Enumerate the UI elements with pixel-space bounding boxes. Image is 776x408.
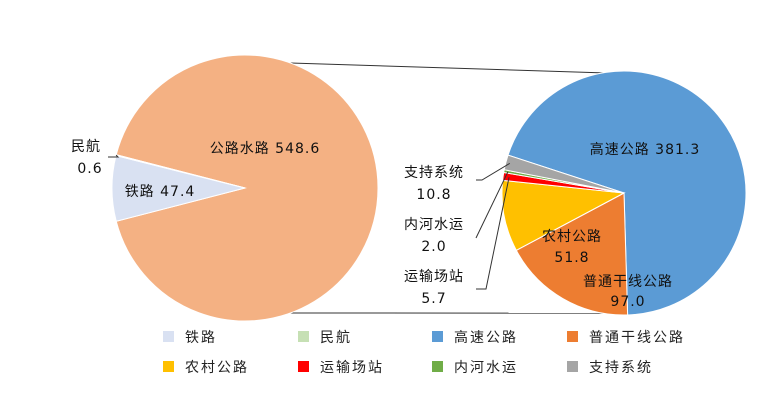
label-支持系统-name: 支持系统 <box>404 165 464 181</box>
label-农村公路-value: 51.8 <box>554 250 589 266</box>
slice-普通干线公路 <box>515 192 629 316</box>
legend-label: 支持系统 <box>589 360 653 376</box>
leader-民航 <box>108 154 120 158</box>
label-高速公路: 高速公路 381.3 <box>590 141 701 158</box>
legend-swatch <box>432 361 443 372</box>
pie-breakdown-labels: 高速公路 381.3 普通干线公路 97.0 农村公路 51.8 支持系统 10.8 内河水运… <box>404 141 701 310</box>
legend-item-运输场站: 运输场站 <box>298 360 384 376</box>
legend-label: 普通干线公路 <box>589 330 685 346</box>
legend-swatch <box>298 331 309 342</box>
legend-item-普通干线公路: 普通干线公路 <box>567 330 685 346</box>
legend-item-内河水运: 内河水运 <box>432 360 518 376</box>
legend-label: 高速公路 <box>454 329 518 346</box>
label-铁路: 铁路 47.4 <box>125 184 196 200</box>
connector-top <box>290 62 603 74</box>
pie-main-labels: 公路水路 548.6 铁路 47.4 民航 0.6 <box>71 139 321 200</box>
label-内河水运-name: 内河水运 <box>404 217 464 233</box>
legend-swatch <box>163 331 174 342</box>
label-普通干线公路-value: 97.0 <box>610 294 645 310</box>
slice-公路水路 <box>115 54 379 322</box>
label-民航-name: 民航 <box>71 139 101 155</box>
legend-item-高速公路: 高速公路 <box>432 329 518 346</box>
legend-item-支持系统: 支持系统 <box>567 360 653 376</box>
legend-label: 内河水运 <box>454 360 518 376</box>
legend-item-农村公路: 农村公路 <box>163 360 249 376</box>
label-普通干线公路-name: 普通干线公路 <box>583 274 673 290</box>
slice-支持系统 <box>503 154 625 194</box>
pie-main <box>111 54 379 322</box>
legend-swatch <box>163 361 174 372</box>
legend-label: 铁路 <box>185 330 217 346</box>
legend-swatch <box>567 331 578 342</box>
label-公路水路: 公路水路 548.6 <box>210 141 321 157</box>
legend-label: 运输场站 <box>320 360 384 376</box>
pie-breakdown <box>501 70 747 316</box>
connector-lines <box>290 62 603 314</box>
legend-swatch <box>298 361 309 372</box>
label-支持系统-value: 10.8 <box>416 187 451 203</box>
leader-lines <box>108 154 511 290</box>
legend-label: 农村公路 <box>185 360 249 376</box>
label-农村公路-name: 农村公路 <box>542 229 602 245</box>
legend-swatch <box>432 331 443 342</box>
legend-item-铁路: 铁路 <box>163 330 217 346</box>
label-民航-value: 0.6 <box>77 161 102 177</box>
leader-内河水运 <box>475 171 509 239</box>
label-内河水运-value: 2.0 <box>421 239 446 255</box>
label-运输场站-name: 运输场站 <box>404 269 464 285</box>
legend-item-民航: 民航 <box>298 330 352 346</box>
legend-swatch <box>567 361 578 372</box>
leader-运输场站 <box>476 177 510 290</box>
slice-高速公路 <box>507 70 747 316</box>
legend-label: 民航 <box>320 330 352 346</box>
leader-支持系统 <box>476 162 511 181</box>
label-运输场站-value: 5.7 <box>421 291 446 307</box>
